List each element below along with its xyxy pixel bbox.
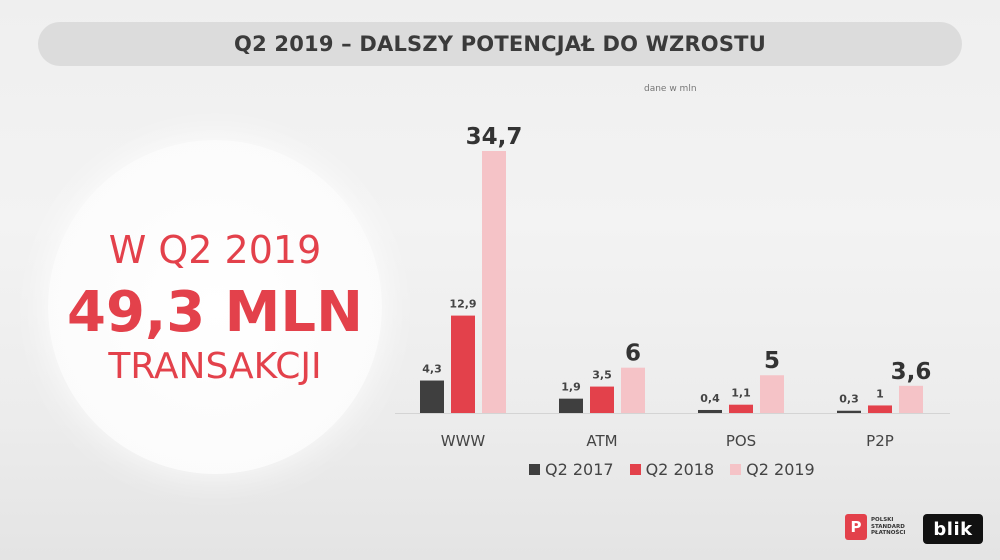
data-label-pos-q2-2017: 0,4 [700,392,720,405]
bar-pos-q2-2017 [698,409,722,413]
highlight-total: 49,3 MLN [67,280,363,345]
legend-label-q2-2017: Q2 2017 [545,460,614,479]
data-label-p2p-q2-2019: 3,6 [891,359,932,385]
bar-www-q2-2018 [451,315,475,413]
polski-standard-platnosci-logo: P POLSKI STANDARD PŁATNOŚCI [845,514,905,540]
highlight-circle [48,140,382,474]
legend-swatch-q2-2019 [730,464,742,475]
legend-swatch-q2-2017 [529,464,540,475]
legend-label-q2-2019: Q2 2019 [746,460,815,479]
data-label-www-q2-2018: 12,9 [449,298,476,311]
psp-logo-text: POLSKI STANDARD PŁATNOŚCI [871,517,905,537]
legend-swatch-q2-2018 [629,464,641,475]
data-label-pos-q2-2019: 5 [764,348,780,374]
data-label-atm-q2-2019: 6 [625,341,641,367]
data-label-p2p-q2-2017: 0,3 [839,393,859,406]
bar-p2p-q2-2018 [868,405,892,413]
highlight-line-1: W Q2 2019 [108,228,322,272]
data-label-www-q2-2019: 34,7 [466,124,523,150]
category-label-atm: ATM [586,432,617,450]
category-label-www: WWW [441,432,486,450]
bar-pos-q2-2019 [760,375,784,413]
data-label-p2p-q2-2018: 1 [876,387,884,400]
units-note: dane w mln [644,84,697,94]
slide-title: Q2 2019 – DALSZY POTENCJAŁ DO WZROSTU [38,22,962,66]
legend-item-q2-2019: Q2 2019 [730,460,815,479]
legend-item-q2-2017: Q2 2017 [529,460,614,479]
psp-mark-icon: P [845,514,867,540]
blik-logo: blik [923,514,983,544]
data-label-pos-q2-2018: 1,1 [731,387,751,400]
bar-atm-q2-2018 [590,386,614,413]
bar-p2p-q2-2019 [899,385,923,413]
category-label-p2p: P2P [866,432,894,450]
highlight-line-3: TRANSAKCJI [108,346,322,387]
bar-www-q2-2019 [482,151,506,413]
legend-label-q2-2018: Q2 2018 [645,460,715,479]
bar-atm-q2-2019 [621,367,645,413]
legend-item-q2-2018: Q2 2018 [629,460,715,479]
psp-logo-line-3: PŁATNOŚCI [871,530,906,537]
bar-pos-q2-2018 [729,404,753,413]
bar-p2p-q2-2017 [837,410,861,413]
data-label-atm-q2-2017: 1,9 [561,381,581,394]
psp-logo-line-1: POLSKI [871,517,894,524]
category-label-pos: POS [726,432,756,450]
chart-legend: Q2 2017 Q2 2018 Q2 2019 [529,460,831,479]
bar-www-q2-2017 [420,380,444,413]
data-label-atm-q2-2018: 3,5 [592,369,612,382]
bar-atm-q2-2017 [559,398,583,413]
psp-logo-line-2: STANDARD [871,523,905,530]
data-label-www-q2-2017: 4,3 [422,363,442,376]
